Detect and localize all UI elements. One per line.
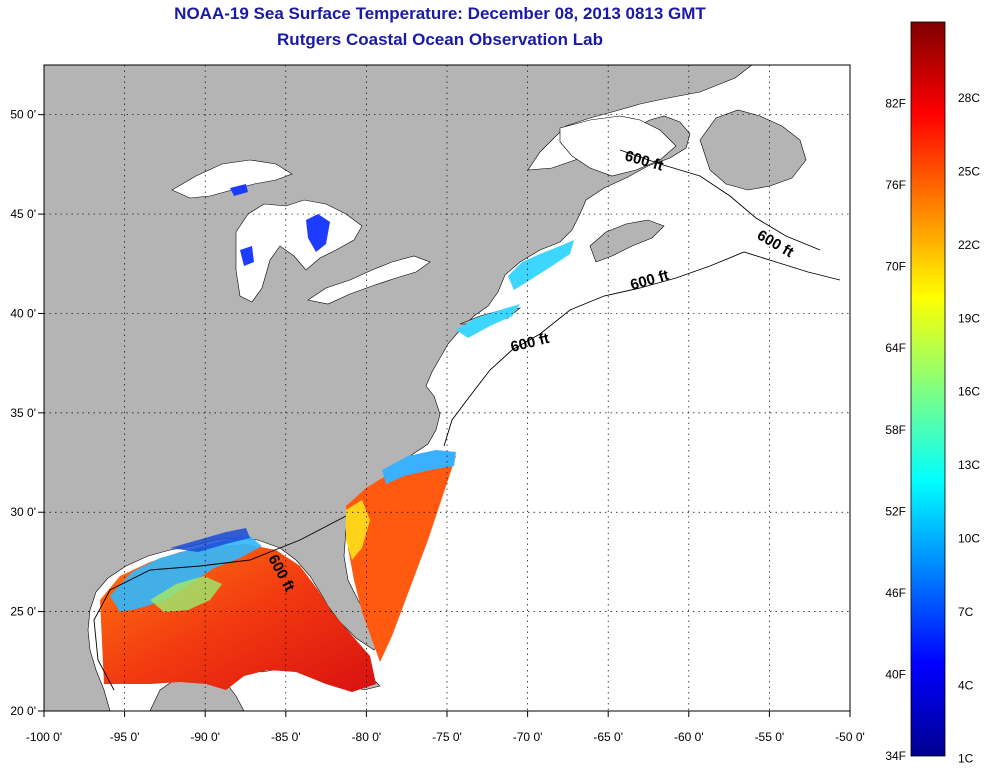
lon-tick-label: -80 0': [352, 730, 382, 744]
lat-tick-label: 40 0': [10, 306, 36, 320]
lat-tick-label: 20 0': [10, 704, 36, 718]
graticule: [44, 65, 850, 711]
lon-tick-label: -85 0': [271, 730, 301, 744]
lat-tick-label: 45 0': [10, 207, 36, 221]
gulf-st-lawrence: [559, 115, 677, 177]
lon-tick-label: -50 0': [835, 730, 865, 744]
lon-tick-label: -60 0': [674, 730, 704, 744]
lon-tick-label: -55 0': [755, 730, 785, 744]
lon-tick-label: -65 0': [593, 730, 623, 744]
lon-tick-label: -70 0': [513, 730, 543, 744]
sst-gulf-blue-band: [170, 528, 250, 552]
lon-tick-label: -90 0': [190, 730, 220, 744]
lake-michigan-huron: [235, 199, 363, 303]
lon-tick-label: -100 0': [26, 730, 62, 744]
lat-tick-label: 30 0': [10, 505, 36, 519]
lat-tick-label: 50 0': [10, 108, 36, 122]
lon-tick-label: -75 0': [432, 730, 462, 744]
lake-erie-ontario: [307, 255, 431, 305]
sst-atlantic-cool: [382, 450, 456, 484]
land-newfoundland: [699, 109, 807, 191]
sst-atlantic-yellow: [346, 500, 370, 560]
map-axes: -100 0' -95 0' -90 0' -85 0' -80 0' -75 0' -70…: [10, 108, 864, 744]
sst-atlantic-strip: [346, 456, 456, 662]
isobath-600ft: [93, 149, 841, 691]
sst-newengland-cyan: [456, 240, 574, 338]
lat-tick-label: 35 0': [10, 406, 36, 420]
lon-tick-label: -95 0': [110, 730, 140, 744]
map-subtitle: Rutgers Coastal Ocean Observation Lab: [277, 30, 603, 49]
lake-cold-water: [230, 184, 330, 266]
lake-superior: [171, 159, 293, 199]
land-nova-scotia: [589, 219, 665, 263]
map-title: NOAA-19 Sea Surface Temperature: Decembe…: [174, 4, 706, 23]
lat-tick-label: 25 0': [10, 605, 36, 619]
sst-gulf-green: [150, 576, 222, 612]
sst-gulf-cool: [110, 536, 262, 612]
